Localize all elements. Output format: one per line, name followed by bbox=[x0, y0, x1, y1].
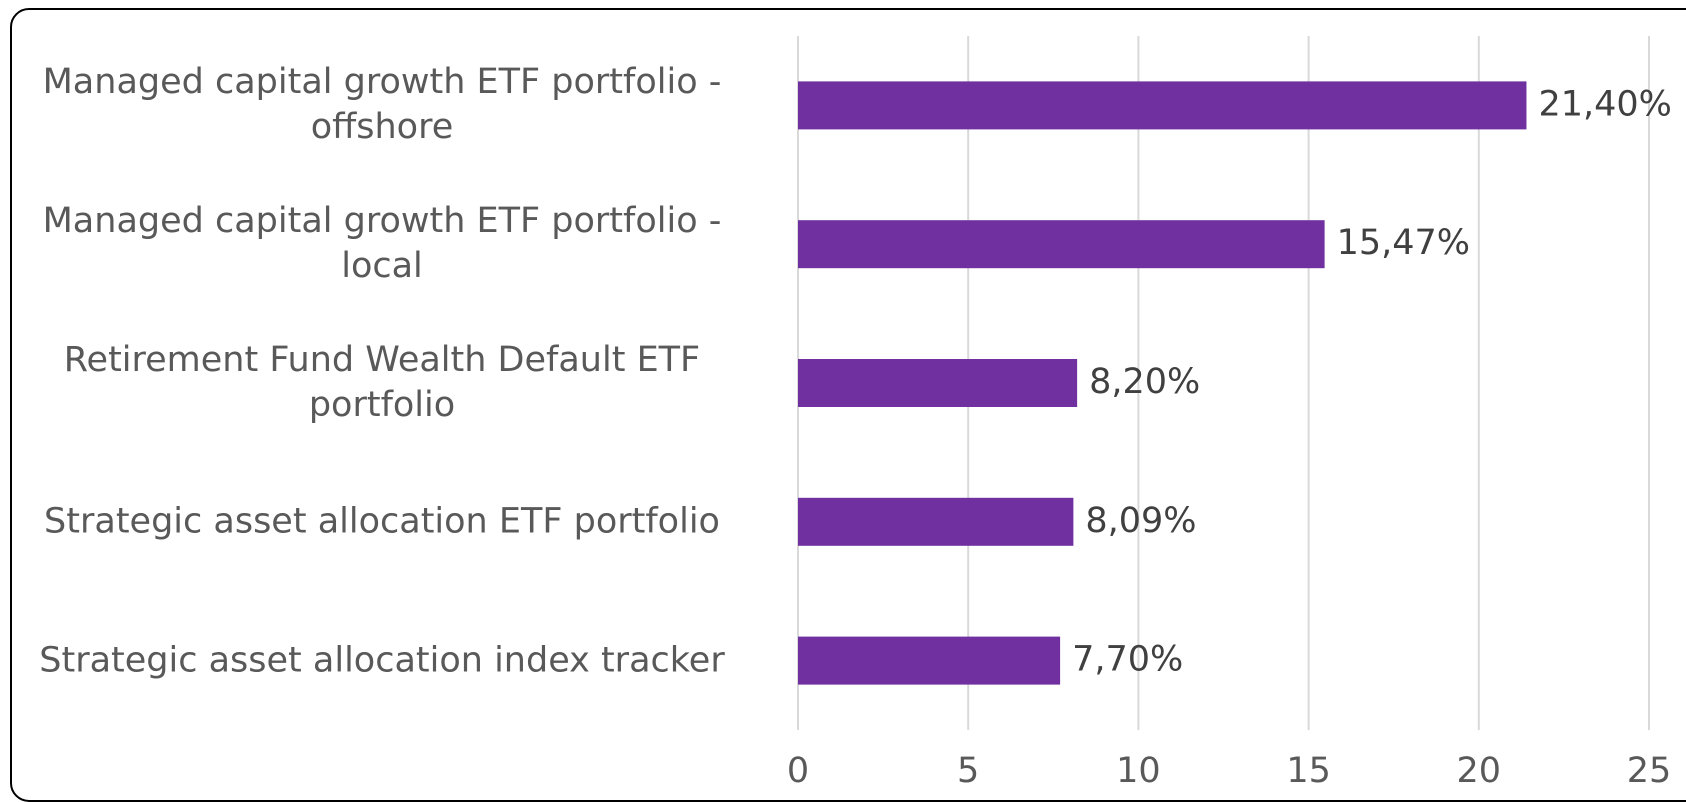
y-tick-label: Managed capital growth ETF portfolio - l… bbox=[42, 201, 722, 287]
y-tick-label: Retirement Fund Wealth Default ETF portf… bbox=[63, 340, 701, 425]
x-tick-label: 15 bbox=[1286, 751, 1331, 791]
data-label: 7,70% bbox=[1072, 640, 1183, 680]
x-tick-label: 25 bbox=[1627, 751, 1672, 791]
y-tick-label: Managed capital growth ETF portfolio - o… bbox=[42, 62, 722, 148]
y-tick-label: Strategic asset allocation index tracker bbox=[39, 640, 725, 681]
bar bbox=[798, 220, 1325, 269]
bar bbox=[798, 81, 1527, 130]
x-tick-label: 20 bbox=[1457, 751, 1502, 791]
y-tick-label: Strategic asset allocation ETF portfolio bbox=[44, 501, 720, 542]
bar bbox=[798, 636, 1061, 685]
x-tick-label: 5 bbox=[957, 751, 979, 791]
bar bbox=[798, 497, 1074, 546]
x-tick-label: 10 bbox=[1116, 751, 1161, 791]
bar bbox=[798, 359, 1078, 407]
x-tick-label: 0 bbox=[787, 751, 809, 791]
data-label: 8,09% bbox=[1085, 501, 1196, 541]
data-label: 8,20% bbox=[1089, 362, 1200, 402]
data-label: 15,47% bbox=[1337, 223, 1470, 263]
data-label: 21,40% bbox=[1538, 84, 1671, 124]
